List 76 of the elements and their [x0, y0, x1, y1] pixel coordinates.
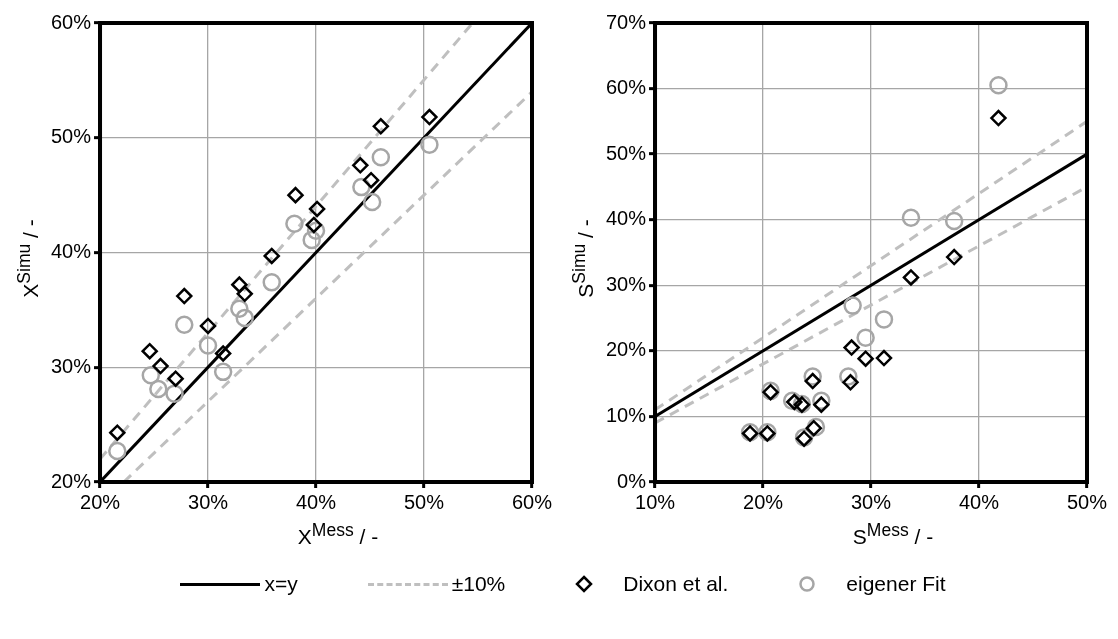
y-tick-label: 20%: [51, 469, 92, 492]
point: [786, 393, 803, 411]
point: [108, 441, 127, 461]
x-tick-label: 40%: [958, 490, 1000, 513]
x-axis-title: S$^{Mess}$ / -: [851, 520, 935, 549]
point: [149, 379, 168, 399]
point: [152, 357, 169, 375]
x-tick-label: 50%: [1066, 490, 1108, 513]
point: [236, 285, 253, 303]
x-tick-label: 30%: [188, 490, 229, 513]
x-tick-label: 20%: [80, 490, 121, 513]
x-tick-label: 30%: [851, 490, 892, 513]
point: [308, 200, 326, 218]
point: [176, 287, 193, 305]
point: [420, 135, 439, 154]
point: [875, 349, 893, 367]
point: [109, 424, 126, 441]
point: [945, 248, 963, 266]
x-tick-label: 10%: [635, 490, 676, 513]
point: [813, 396, 830, 413]
legend-label: eigener Fit: [846, 572, 946, 596]
point: [362, 192, 382, 212]
point: [199, 317, 217, 335]
y-tick-label: 50%: [51, 125, 92, 148]
point: [302, 230, 321, 250]
point: [214, 345, 232, 362]
point: [857, 350, 874, 367]
point: [843, 296, 862, 315]
point: [944, 211, 964, 231]
point: [842, 374, 859, 391]
point: [305, 216, 323, 234]
point: [141, 342, 158, 360]
point: [285, 214, 304, 234]
y-tick-label: 50%: [606, 141, 647, 164]
y-tick-label: 60%: [606, 76, 647, 99]
y-tick-label: 30%: [606, 272, 647, 295]
point: [263, 247, 280, 265]
y-tick-label: 0%: [617, 469, 647, 492]
point: [262, 273, 281, 292]
point: [843, 339, 860, 356]
x-tick-label: 40%: [296, 490, 337, 513]
point: [990, 109, 1007, 127]
point: [165, 384, 184, 403]
point: [874, 310, 894, 329]
point: [901, 208, 921, 227]
legend-label: x=y: [264, 572, 298, 596]
y-tick-label: 40%: [51, 240, 92, 263]
point: [989, 76, 1008, 95]
point: [235, 308, 254, 328]
point: [372, 118, 390, 135]
y-tick-label: 30%: [51, 354, 92, 377]
point: [231, 276, 248, 293]
point: [175, 315, 194, 335]
point: [213, 362, 233, 382]
y-tick-label: 10%: [606, 403, 647, 426]
y-tick-label: 40%: [606, 207, 647, 230]
legend-label: Dixon et al.: [623, 572, 729, 596]
point: [198, 336, 218, 355]
point: [352, 157, 369, 174]
point: [856, 328, 875, 347]
point: [230, 299, 249, 318]
x-tick-label: 60%: [511, 490, 553, 513]
point: [421, 108, 438, 126]
point: [902, 269, 920, 286]
x-axis-title: X$^{Mess}$ / -: [296, 520, 380, 549]
point: [167, 370, 184, 387]
x-tick-label: 20%: [743, 490, 784, 513]
point: [804, 372, 821, 390]
legend-label: ±10%: [451, 572, 506, 596]
x-tick-label: 50%: [403, 490, 445, 513]
point: [371, 148, 391, 167]
y-tick-label: 70%: [606, 10, 647, 33]
y-tick-label: 20%: [606, 338, 647, 361]
y-tick-label: 60%: [51, 10, 92, 33]
point: [362, 171, 380, 189]
point: [287, 186, 304, 204]
